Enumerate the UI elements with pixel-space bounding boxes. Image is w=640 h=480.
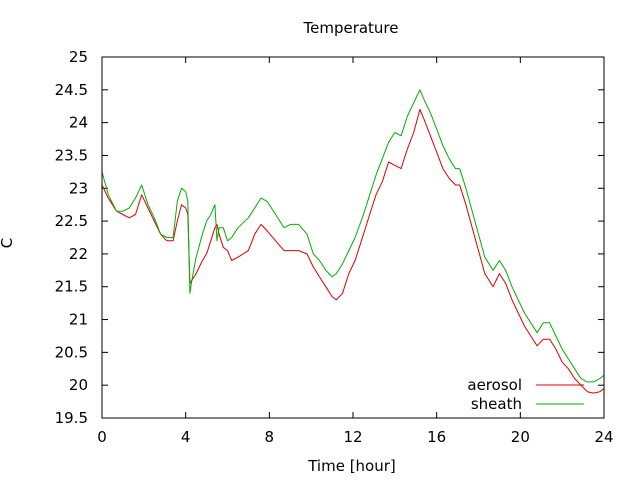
x-tick-label: 16 bbox=[427, 428, 446, 446]
y-tick-label: 21 bbox=[69, 311, 88, 329]
y-tick-label: 25 bbox=[69, 48, 88, 66]
plot-frame bbox=[101, 56, 605, 419]
y-tick-label: 24.5 bbox=[55, 81, 88, 99]
y-tick-label: 20 bbox=[69, 376, 88, 394]
x-tick-label: 24 bbox=[594, 428, 613, 446]
x-tick-label: 0 bbox=[97, 428, 107, 446]
series-line-aerosol bbox=[101, 109, 605, 394]
x-tick-label: 4 bbox=[181, 428, 191, 446]
y-tick-label: 22.5 bbox=[55, 212, 88, 230]
y-tick-label: 23 bbox=[69, 179, 88, 197]
y-tick-label: 20.5 bbox=[55, 343, 88, 361]
x-tick-label: 12 bbox=[343, 428, 362, 446]
series-line-sheath bbox=[101, 89, 605, 383]
y-axis-label: C bbox=[0, 238, 16, 248]
x-axis-label: Time [hour] bbox=[307, 457, 396, 475]
x-tick-label: 20 bbox=[511, 428, 530, 446]
legend-label-aerosol: aerosol bbox=[467, 376, 522, 394]
y-tick-label: 23.5 bbox=[55, 146, 88, 164]
y-tick-label: 22 bbox=[69, 245, 88, 263]
legend-label-sheath: sheath bbox=[471, 395, 522, 413]
chart-title: Temperature bbox=[302, 19, 398, 37]
y-tick-label: 19.5 bbox=[55, 409, 88, 427]
tick-labels: 0 4 8 12 16 20 24 19.5 20 20.5 21 21.5 22 22.5 23 23.5 2… bbox=[55, 48, 614, 446]
series-lines bbox=[101, 89, 605, 394]
y-tick-label: 21.5 bbox=[55, 278, 88, 296]
axis-ticks bbox=[101, 56, 605, 419]
y-tick-label: 24 bbox=[69, 114, 88, 132]
x-tick-label: 8 bbox=[265, 428, 275, 446]
